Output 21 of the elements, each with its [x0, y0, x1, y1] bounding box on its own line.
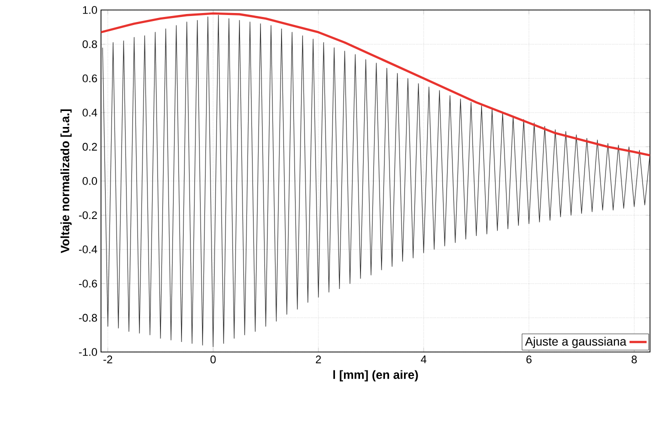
legend-label: Ajuste a gaussiana [525, 336, 626, 348]
x-tick-label: 0 [210, 356, 216, 364]
y-tick-label: -0.2 [79, 211, 97, 220]
y-tick-label: 0.8 [82, 40, 97, 48]
y-tick-label: -0.8 [79, 314, 97, 322]
x-axis-title: l [mm] (en aire) [333, 370, 418, 382]
x-tick-label: 6 [526, 356, 532, 364]
y-tick-label: 0.2 [82, 142, 97, 151]
y-tick-label: 0.0 [82, 177, 98, 185]
x-tick-label: 8 [632, 356, 637, 364]
y-tick-label: -0.6 [79, 280, 97, 288]
x-tick-label: 4 [420, 356, 426, 364]
x-tick-label: 2 [316, 356, 321, 364]
y-tick-label: 0.4 [82, 108, 98, 116]
y-tick-label: 1.0 [83, 6, 98, 14]
y-tick-label: -1.0 [79, 348, 98, 356]
y-tick-label: 0.6 [82, 74, 97, 82]
y-axis-title: Voltaje normalizado [u.a.] [60, 109, 72, 254]
y-tick-label: -0.4 [79, 246, 98, 254]
line-series [102, 14, 650, 348]
x-tick-label: -2 [103, 356, 112, 364]
